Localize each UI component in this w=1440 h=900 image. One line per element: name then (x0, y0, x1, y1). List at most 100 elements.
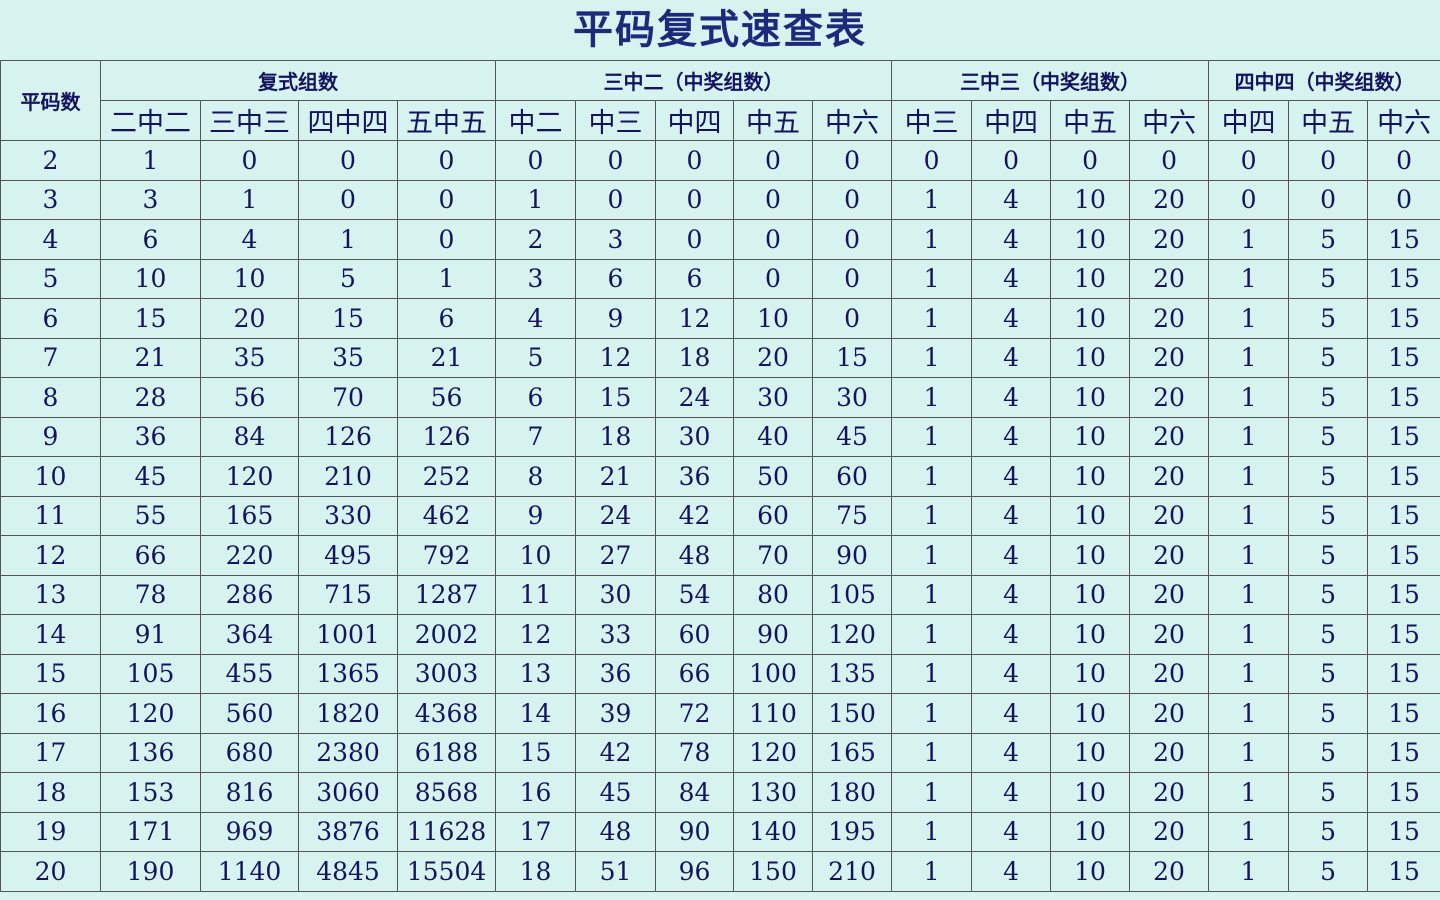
cell: 136 (100, 732, 201, 773)
group-header: 三中三（中奖组数） (891, 60, 1210, 101)
cell: 0 (1288, 179, 1369, 220)
cell: 15 (1367, 693, 1440, 734)
data-row: 9 36 84 126 126 7 18 30 40 45 1 4 10 20 1 5 15 (0, 416, 1440, 457)
cell: 0 (733, 219, 813, 260)
row-header: 17 (0, 732, 101, 773)
cell: 4 (971, 851, 1052, 892)
data-row: 6 15 20 15 6 4 9 12 10 0 1 4 10 20 1 5 15 (0, 298, 1440, 339)
row-header: 5 (0, 258, 101, 299)
cell: 6 (495, 377, 576, 418)
cell: 8568 (397, 772, 496, 813)
cell: 75 (811, 495, 893, 536)
cell: 1 (1208, 574, 1290, 615)
column-header: 中四 (1208, 100, 1290, 141)
cell: 4 (971, 179, 1052, 220)
cell: 70 (298, 377, 398, 418)
cell: 1 (891, 258, 973, 299)
cell: 0 (1208, 179, 1290, 220)
cell: 20 (1129, 219, 1210, 260)
cell: 20 (1129, 811, 1210, 852)
cell: 48 (655, 535, 734, 576)
cell: 210 (811, 851, 893, 892)
cell: 15 (1367, 811, 1440, 852)
corner-header: 平码数 (0, 60, 101, 141)
cell: 1 (1208, 258, 1290, 299)
cell: 5 (1288, 258, 1369, 299)
column-header: 中三 (575, 100, 656, 141)
cell: 0 (575, 140, 656, 181)
cell: 28 (100, 377, 201, 418)
cell: 0 (1050, 140, 1131, 181)
cell: 165 (811, 732, 893, 773)
cell: 190 (100, 851, 201, 892)
cell: 4 (971, 495, 1052, 536)
cell: 20 (1129, 574, 1210, 615)
data-row: 7 21 35 35 21 5 12 18 20 15 1 4 10 20 1 5 15 (0, 337, 1440, 378)
cell: 5 (1288, 298, 1369, 339)
cell: 4 (971, 772, 1052, 813)
cell: 135 (811, 653, 893, 694)
cell: 140 (733, 811, 813, 852)
cell: 105 (100, 653, 201, 694)
cell: 21 (575, 456, 656, 497)
cell: 9 (495, 495, 576, 536)
cell: 66 (655, 653, 734, 694)
row-header: 16 (0, 693, 101, 734)
row-header: 8 (0, 377, 101, 418)
data-row: 4 6 4 1 0 2 3 0 0 0 1 4 10 20 1 5 15 (0, 219, 1440, 260)
cell: 20 (1129, 258, 1210, 299)
row-header: 19 (0, 811, 101, 852)
cell: 0 (495, 140, 576, 181)
cell: 171 (100, 811, 201, 852)
cell: 5 (1288, 851, 1369, 892)
cell: 4 (971, 258, 1052, 299)
cell: 1 (891, 416, 973, 457)
cell: 210 (298, 456, 398, 497)
cell: 78 (655, 732, 734, 773)
row-header: 4 (0, 219, 101, 260)
cell: 3 (575, 219, 656, 260)
cell: 16 (495, 772, 576, 813)
cell: 15 (1367, 653, 1440, 694)
cell: 6 (655, 258, 734, 299)
cell: 1 (100, 140, 201, 181)
data-row: 19 171 969 3876 11628 17 48 90 140 195 1 4 10 20 1 5 15 (0, 811, 1440, 852)
column-header: 五中五 (397, 100, 496, 141)
cell: 90 (733, 614, 813, 655)
cell: 5 (1288, 337, 1369, 378)
cell: 15 (1367, 614, 1440, 655)
cell: 10 (495, 535, 576, 576)
data-row: 17 136 680 2380 6188 15 42 78 120 165 1 4 10 20 1 5 15 (0, 732, 1440, 773)
row-header: 2 (0, 140, 101, 181)
cell: 6 (397, 298, 496, 339)
row-header: 14 (0, 614, 101, 655)
cell: 5 (1288, 653, 1369, 694)
cell: 20 (1129, 456, 1210, 497)
cell: 364 (200, 614, 299, 655)
column-header: 中六 (1367, 100, 1440, 141)
cell: 42 (575, 732, 656, 773)
cell: 10 (1050, 179, 1131, 220)
cell: 15 (298, 298, 398, 339)
data-row: 14 91 364 1001 2002 12 33 60 90 120 1 4 10 20 1 5 15 (0, 614, 1440, 655)
cell: 560 (200, 693, 299, 734)
cell: 0 (298, 179, 398, 220)
cell: 30 (655, 416, 734, 457)
cell: 1001 (298, 614, 398, 655)
cell: 0 (811, 179, 893, 220)
cell: 24 (655, 377, 734, 418)
cell: 5 (1288, 495, 1369, 536)
cell: 1 (891, 772, 973, 813)
cell: 11628 (397, 811, 496, 852)
cell: 1 (298, 219, 398, 260)
cell: 1 (1208, 456, 1290, 497)
cell: 4 (971, 416, 1052, 457)
cell: 15 (495, 732, 576, 773)
cell: 91 (100, 614, 201, 655)
cell: 5 (1288, 732, 1369, 773)
cell: 0 (971, 140, 1052, 181)
cell: 1 (891, 851, 973, 892)
data-row: 11 55 165 330 462 9 24 42 60 75 1 4 10 20 1 5 15 (0, 495, 1440, 536)
cell: 1 (891, 693, 973, 734)
column-header: 中二 (495, 100, 576, 141)
